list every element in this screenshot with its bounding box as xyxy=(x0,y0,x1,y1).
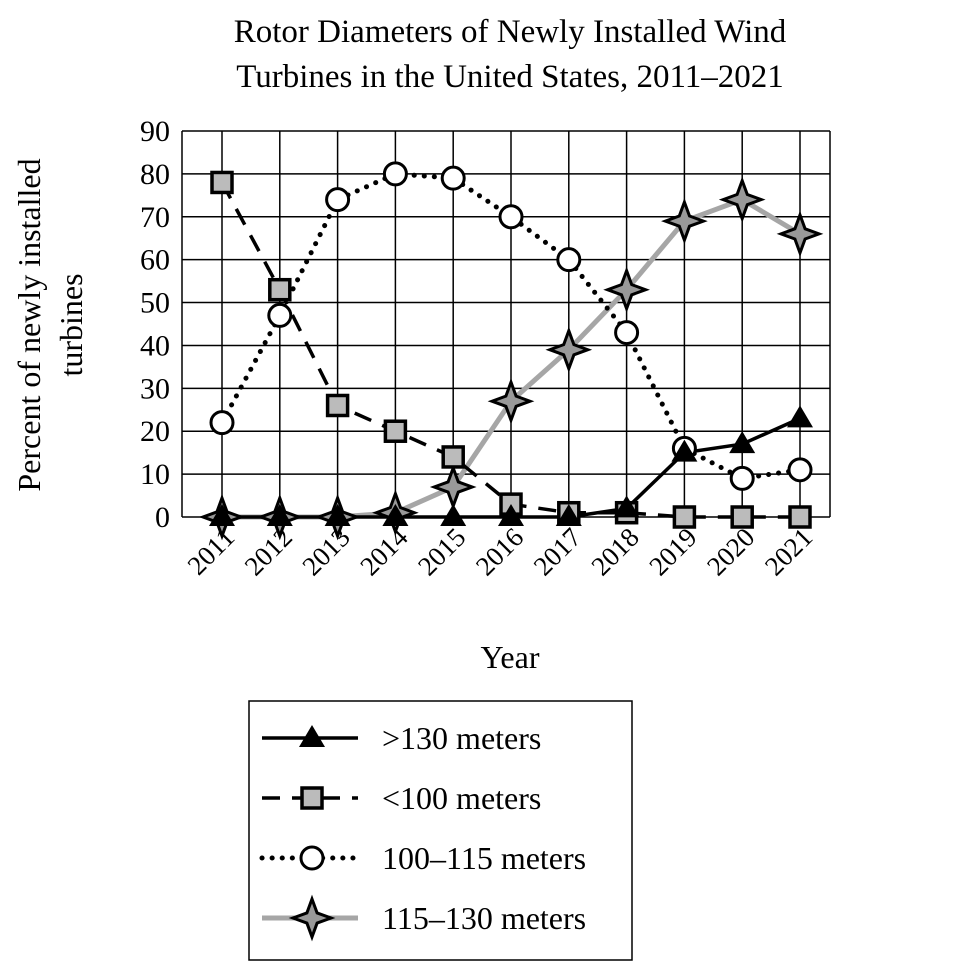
x-axis-label: Year xyxy=(481,639,540,675)
legend-item: <100 meters xyxy=(262,780,541,816)
legend-label: 115–130 meters xyxy=(382,900,586,936)
data-point-triangle xyxy=(382,504,409,526)
y-tick-label: 10 xyxy=(140,458,170,491)
y-tick-label: 50 xyxy=(140,287,170,320)
data-point-circle xyxy=(440,165,466,191)
data-point-circle xyxy=(209,410,235,436)
data-point-square xyxy=(672,505,697,529)
y-tick-label: 20 xyxy=(140,415,170,448)
data-point-circle xyxy=(498,204,524,230)
legend-marker-star xyxy=(288,894,336,942)
data-point-square xyxy=(268,277,292,302)
x-tick-label: 2017 xyxy=(528,522,587,581)
x-tick-label: 2011 xyxy=(182,522,241,581)
y-axis-label-line-2: turbines xyxy=(53,273,89,376)
data-point-square xyxy=(441,445,465,469)
x-tick-label: 2019 xyxy=(643,522,702,581)
data-point-circle xyxy=(382,161,408,187)
x-tick-label: 2014 xyxy=(354,522,414,582)
x-tick-label: 2015 xyxy=(412,522,471,581)
data-point-circle xyxy=(729,465,755,491)
data-point-triangle xyxy=(266,504,293,526)
data-point-square xyxy=(210,170,234,195)
y-tick-label: 80 xyxy=(140,158,170,191)
y-tick-label: 30 xyxy=(140,372,170,405)
data-point-triangle xyxy=(498,504,524,526)
data-point-circle xyxy=(787,457,813,483)
data-point-star xyxy=(776,210,824,258)
data-point-star xyxy=(718,176,766,223)
data-point-star xyxy=(545,326,593,374)
data-point-triangle xyxy=(440,504,467,526)
data-point-triangle xyxy=(613,495,640,518)
data-point-triangle xyxy=(324,504,351,526)
y-axis-label-line-1: Percent of newly installed xyxy=(11,158,47,491)
data-point-star xyxy=(661,197,708,245)
data-point-triangle xyxy=(787,405,813,428)
x-tick-label: 2020 xyxy=(701,522,760,581)
legend: >130 meters <100 meters 100–115 meters 115–… xyxy=(248,700,633,961)
x-tick-label: 2013 xyxy=(296,522,355,581)
chart-title-line-1: Rotor Diameters of Newly Installed Wind xyxy=(234,14,787,50)
y-tick-labels: 0 10 20 30 40 50 60 70 80 90 xyxy=(140,115,170,534)
data-point-circle xyxy=(614,320,640,346)
y-tick-label: 70 xyxy=(140,201,170,234)
x-tick-label: 2021 xyxy=(759,522,818,581)
legend-label: <100 meters xyxy=(382,780,541,816)
chart-title-line-2: Turbines in the United States, 2011–2021 xyxy=(236,59,784,95)
legend-item: >130 meters xyxy=(262,720,541,756)
data-point-square xyxy=(788,505,812,529)
y-tick-label: 90 xyxy=(140,115,170,148)
data-point-circle xyxy=(556,247,582,273)
y-tick-label: 60 xyxy=(140,244,170,277)
legend-item: 100–115 meters xyxy=(259,840,586,876)
data-point-triangle xyxy=(671,439,698,462)
x-tick-label: 2018 xyxy=(585,522,644,581)
legend-marker-triangle xyxy=(299,725,325,747)
data-point-star xyxy=(487,377,535,425)
data-point-square xyxy=(730,505,754,529)
data-point-triangle xyxy=(729,431,756,454)
data-point-triangle xyxy=(209,504,235,526)
data-point-circle xyxy=(325,187,351,213)
data-point-square xyxy=(325,393,350,418)
x-tick-label: 2012 xyxy=(239,522,298,581)
series-group xyxy=(198,161,824,541)
legend-item: 115–130 meters xyxy=(262,894,586,942)
legend-marker-circle xyxy=(299,845,325,871)
legend-label: >130 meters xyxy=(382,720,541,756)
y-tick-label: 40 xyxy=(140,329,170,362)
data-point-star xyxy=(603,266,650,314)
series-markers-triangle xyxy=(209,405,813,526)
data-point-triangle xyxy=(555,504,582,526)
x-tick-label: 2016 xyxy=(470,522,529,581)
legend-label: 100–115 meters xyxy=(382,840,586,876)
data-point-square xyxy=(383,419,408,443)
y-tick-label: 0 xyxy=(155,501,170,534)
data-point-circle xyxy=(267,302,293,328)
legend-marker-square xyxy=(300,786,324,810)
